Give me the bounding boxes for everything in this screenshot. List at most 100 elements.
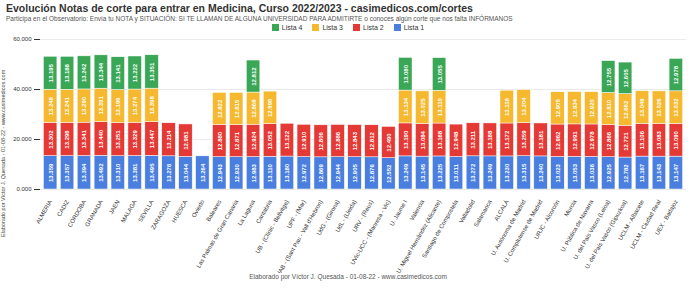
svg-text:13.122: 13.122 <box>284 130 290 149</box>
svg-text:12.868: 12.868 <box>250 99 256 118</box>
svg-text:12.869: 12.869 <box>318 164 324 183</box>
svg-text:UEX - Badajoz: UEX - Badajoz <box>654 199 679 236</box>
svg-text:13.190: 13.190 <box>403 130 409 149</box>
svg-text:ZARAGOZA: ZARAGOZA <box>150 199 172 231</box>
svg-text:13.264: 13.264 <box>200 163 206 182</box>
svg-text:ALMERIA: ALMERIA <box>35 199 53 225</box>
svg-text:12.996: 12.996 <box>267 98 273 117</box>
svg-text:MALAGA: MALAGA <box>120 199 138 224</box>
svg-text:12.991: 12.991 <box>572 131 578 150</box>
svg-text:URJC - Alcorcón: URJC - Alcorcón <box>533 199 560 240</box>
svg-text:12.920: 12.920 <box>589 98 595 117</box>
svg-text:12.662: 12.662 <box>623 100 629 119</box>
svg-text:ALCALÁ: ALCALÁ <box>493 199 510 222</box>
svg-text:12.552: 12.552 <box>386 164 392 183</box>
svg-text:13.225: 13.225 <box>437 163 443 182</box>
svg-text:Cantabria: Cantabria <box>255 198 274 224</box>
svg-text:13.351: 13.351 <box>149 62 155 81</box>
svg-text:13.249: 13.249 <box>403 163 409 182</box>
svg-text:13.276: 13.276 <box>166 163 172 182</box>
svg-text:12.806: 12.806 <box>318 131 324 150</box>
svg-text:13.359: 13.359 <box>48 163 54 182</box>
svg-text:13.341: 13.341 <box>81 130 87 149</box>
svg-text:13.036: 13.036 <box>589 163 595 182</box>
svg-text:13.167: 13.167 <box>639 163 645 182</box>
svg-text:13.147: 13.147 <box>673 163 679 182</box>
svg-text:13.049: 13.049 <box>639 98 645 117</box>
svg-text:13.084: 13.084 <box>420 130 426 149</box>
svg-text:12.880: 12.880 <box>217 131 223 150</box>
svg-text:13.447: 13.447 <box>149 129 155 148</box>
svg-text:13.055: 13.055 <box>437 65 443 84</box>
svg-text:13.053: 13.053 <box>572 163 578 182</box>
svg-text:13.211: 13.211 <box>470 130 476 149</box>
svg-text:13.248: 13.248 <box>48 96 54 115</box>
svg-text:SEVILLA: SEVILLA <box>137 199 154 223</box>
svg-text:13.181: 13.181 <box>538 130 544 149</box>
svg-text:20.000: 20.000 <box>13 136 32 142</box>
svg-text:12.948: 12.948 <box>453 131 459 150</box>
svg-text:13.296: 13.296 <box>64 130 70 149</box>
svg-text:13.110: 13.110 <box>267 163 273 182</box>
svg-text:Las Palmas de Gran Canaria: Las Palmas de Gran Canaria <box>195 198 239 269</box>
svg-text:13.394: 13.394 <box>81 163 87 182</box>
svg-text:UVic-UCC - (Manresa - Vic): UVic-UCC - (Manresa - Vic) <box>349 199 391 266</box>
svg-text:13.090: 13.090 <box>673 130 679 149</box>
svg-text:13.344: 13.344 <box>98 62 104 81</box>
svg-text:12.886: 12.886 <box>335 131 341 150</box>
svg-text:13.180: 13.180 <box>284 163 290 182</box>
svg-text:13.222: 13.222 <box>132 63 138 82</box>
svg-text:12.843: 12.843 <box>352 131 358 150</box>
svg-text:13.172: 13.172 <box>504 130 510 149</box>
svg-text:HUESCA: HUESCA <box>171 199 189 224</box>
svg-text:13.259: 13.259 <box>521 130 527 149</box>
svg-text:12.490: 12.490 <box>386 133 392 152</box>
svg-text:13.230: 13.230 <box>504 163 510 182</box>
svg-text:GRANADA: GRANADA <box>84 199 104 228</box>
svg-text:13.141: 13.141 <box>115 64 121 83</box>
svg-text:13.492: 13.492 <box>98 163 104 182</box>
svg-text:Murcia: Murcia <box>563 198 578 217</box>
svg-text:13.310: 13.310 <box>115 163 121 182</box>
svg-text:13.381: 13.381 <box>132 163 138 182</box>
svg-text:12.972: 12.972 <box>301 163 307 182</box>
svg-text:UAB - (Sant Pau - Vall d'Hebro: UAB - (Sant Pau - Vall d'Hebron) <box>275 199 324 273</box>
svg-text:13.272: 13.272 <box>470 163 476 182</box>
svg-text:Valencia: Valencia <box>409 198 426 221</box>
svg-text:12.983: 12.983 <box>250 163 256 182</box>
svg-text:Salamanca: Salamanca <box>473 198 494 228</box>
svg-text:Oviedo: Oviedo <box>191 198 206 218</box>
svg-text:JAEN: JAEN <box>108 199 121 215</box>
svg-text:13.196: 13.196 <box>115 97 121 116</box>
svg-text:12.755: 12.755 <box>606 67 612 86</box>
svg-text:13.242: 13.242 <box>81 63 87 82</box>
svg-text:13.011: 13.011 <box>453 164 459 183</box>
svg-text:12.905: 12.905 <box>352 164 358 183</box>
svg-text:12.962: 12.962 <box>555 131 561 150</box>
svg-text:13.145: 13.145 <box>420 163 426 182</box>
svg-text:13.315: 13.315 <box>521 163 527 182</box>
svg-text:13.195: 13.195 <box>48 63 54 82</box>
svg-text:13.249: 13.249 <box>487 163 493 182</box>
svg-text:12.930: 12.930 <box>234 164 240 183</box>
svg-text:13.241: 13.241 <box>64 96 70 115</box>
svg-text:0.000: 0.000 <box>16 186 32 192</box>
svg-text:12.782: 12.782 <box>623 164 629 183</box>
svg-text:12.866: 12.866 <box>606 131 612 150</box>
svg-text:13.110: 13.110 <box>437 97 443 116</box>
svg-text:13.080: 13.080 <box>403 64 409 83</box>
svg-text:13.495: 13.495 <box>149 163 155 182</box>
svg-text:60.000: 60.000 <box>13 36 32 42</box>
svg-text:12.812: 12.812 <box>369 131 375 150</box>
svg-text:12.934: 12.934 <box>572 98 578 117</box>
svg-text:12.924: 12.924 <box>250 131 256 150</box>
svg-text:40.000: 40.000 <box>13 86 32 92</box>
svg-text:12.815: 12.815 <box>234 99 240 118</box>
svg-text:13.274: 13.274 <box>132 96 138 115</box>
svg-text:13.240: 13.240 <box>538 163 544 182</box>
svg-text:13.143: 13.143 <box>656 163 662 182</box>
svg-text:13.134: 13.134 <box>403 97 409 116</box>
svg-text:13.214: 13.214 <box>166 130 172 149</box>
svg-text:13.026: 13.026 <box>656 98 662 117</box>
svg-text:13.357: 13.357 <box>64 163 70 182</box>
